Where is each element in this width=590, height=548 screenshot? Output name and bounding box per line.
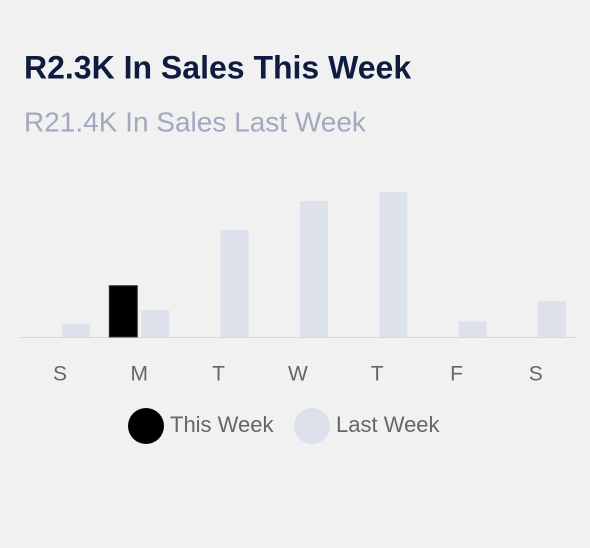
bar (108, 285, 138, 338)
chart-title: R2.3K In Sales This Week (24, 49, 411, 85)
x-tick-label: S (529, 363, 543, 386)
x-tick-label: W (288, 363, 308, 386)
bar (220, 229, 249, 337)
chart-subtitle: R21.4K In Sales Last Week (24, 106, 367, 137)
bar (299, 200, 328, 337)
legend-label: This Week (170, 412, 275, 437)
legend-swatch (294, 408, 330, 444)
bar (141, 310, 170, 337)
bar (458, 321, 487, 337)
x-tick-label: F (450, 363, 463, 386)
bar (62, 323, 90, 337)
bar (537, 301, 566, 337)
legend-label: Last Week (336, 412, 441, 437)
bar (379, 192, 408, 337)
x-tick-label: S (53, 363, 67, 386)
legend-swatch (128, 408, 164, 444)
x-tick-label: T (212, 363, 225, 386)
x-tick-label: T (371, 363, 384, 386)
x-tick-label: M (131, 363, 149, 386)
